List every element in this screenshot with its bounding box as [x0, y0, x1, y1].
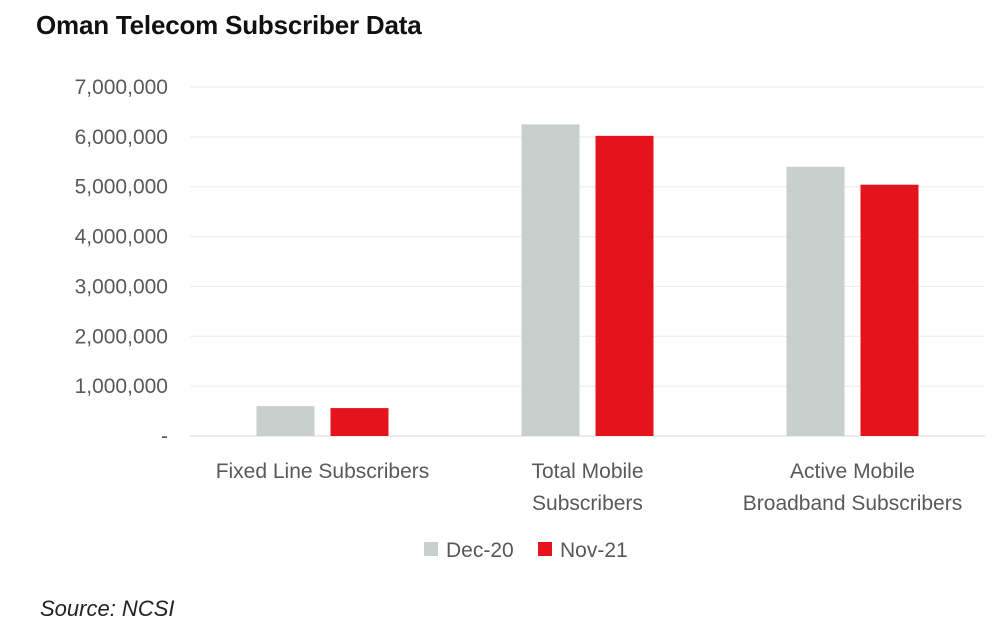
x-axis-labels: Fixed Line Subscribers Total Mobile Subscr…	[216, 460, 963, 515]
y-tick-label: 6,000,000	[75, 126, 168, 149]
y-tick-label: 2,000,000	[75, 325, 168, 348]
x-category-label: Subscribers	[532, 492, 643, 515]
chart-title: Oman Telecom Subscriber Data	[36, 10, 422, 40]
y-axis-ticks: - 1,000,000 2,000,000 3,000,000 4,000,000 5,0…	[75, 76, 168, 448]
source-note: Source: NCSI	[40, 596, 175, 621]
x-category-label: Active Mobile	[790, 460, 915, 483]
x-category-label: Broadband Subscribers	[743, 492, 962, 515]
legend-swatch-nov-21	[538, 542, 552, 556]
y-tick-label: 5,000,000	[75, 176, 168, 199]
bar-dec-20-0	[256, 406, 315, 436]
bar-nov-21-2	[860, 184, 919, 436]
y-tick-label: 4,000,000	[75, 226, 168, 249]
bar-nov-21-0	[330, 408, 389, 436]
x-category-label: Fixed Line Subscribers	[216, 460, 430, 483]
legend-label: Nov-21	[560, 539, 628, 562]
bar-dec-20-2	[786, 166, 845, 436]
x-category-label: Total Mobile	[531, 460, 643, 483]
bars	[256, 124, 919, 437]
legend: Dec-20 Nov-21	[424, 539, 628, 562]
bar-nov-21-1	[595, 135, 654, 437]
y-tick-label: 3,000,000	[75, 275, 168, 298]
y-tick-label: -	[161, 425, 168, 448]
legend-label: Dec-20	[446, 539, 514, 562]
bar-dec-20-1	[521, 124, 580, 437]
y-tick-label: 7,000,000	[75, 76, 168, 99]
legend-swatch-dec-20	[424, 542, 438, 556]
y-tick-label: 1,000,000	[75, 375, 168, 398]
gridlines	[190, 86, 985, 437]
